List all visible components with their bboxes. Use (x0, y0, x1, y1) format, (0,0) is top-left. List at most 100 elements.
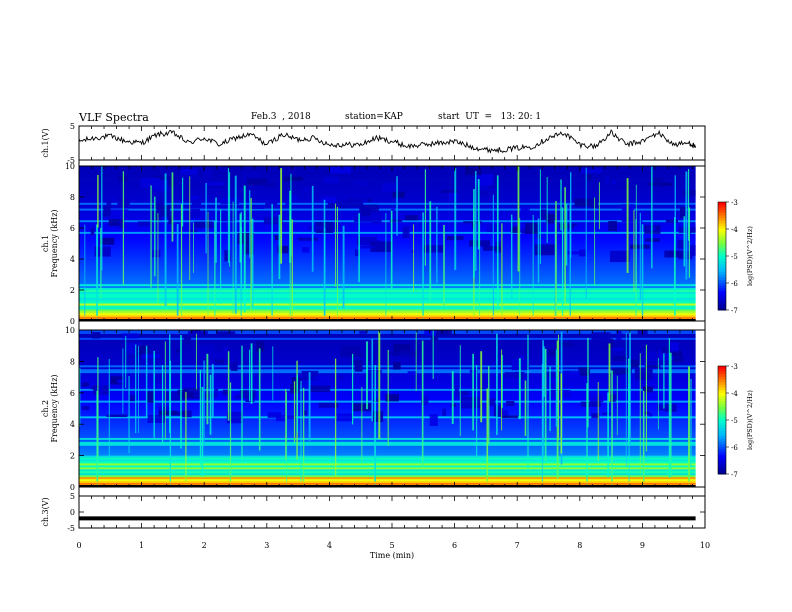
ch1-band (79, 171, 696, 175)
ch1-sferic-streak (633, 210, 635, 292)
ch1-noise-block (323, 176, 340, 184)
ch1-sferic-streak (122, 171, 125, 285)
ch2-band (79, 355, 696, 358)
ch2-sferic-streak (145, 345, 148, 418)
ch2-sferic-streak (459, 345, 461, 437)
ch1-noise-block (172, 189, 183, 195)
ch2-noise-block (96, 354, 104, 366)
y-tick-label: 6 (70, 224, 75, 233)
ch1-noise-block (589, 197, 599, 208)
ch2-band (79, 473, 696, 476)
ch2-noise-block (222, 389, 229, 396)
ch1-noise-block (103, 205, 111, 217)
ch2-sferic-streak (387, 349, 389, 446)
y-tick-label: 2 (70, 452, 75, 461)
ch1-band (79, 253, 696, 256)
ch2-band (79, 447, 696, 451)
ch1-sferic-streak (291, 219, 293, 321)
ch1-colorbar-step (718, 280, 726, 284)
ch2-colorbar-step (718, 398, 726, 402)
ch1-noise-block (137, 221, 151, 227)
ch2-band (79, 430, 696, 433)
ch1-colorbar-tick-label: -7 (731, 307, 738, 315)
ch1-noise-block (360, 208, 372, 221)
ch1-sferic-streak (84, 224, 86, 321)
ch2-noise-block (383, 340, 389, 351)
ch1-noise-block (190, 208, 201, 218)
ch2-band (79, 363, 696, 366)
ch2-sferic-streak (203, 360, 205, 445)
ch2-colorbar-step (718, 436, 726, 440)
ch2-sferic-streak (451, 371, 454, 424)
ch1-sferic-streak (154, 196, 156, 277)
ch1-sferic-streak (501, 223, 503, 321)
ch1-sferic-streak (560, 179, 562, 231)
ch1-sferic-streak (181, 177, 184, 227)
ch2-noise-block (155, 373, 163, 384)
ch2-noise-block (171, 411, 186, 416)
ch1-noise-block (360, 245, 375, 249)
ch2-band (79, 459, 696, 462)
ch2-colorbar-step (718, 471, 726, 475)
ch1-noise-block (357, 193, 378, 198)
ch1-noise-block (608, 220, 618, 231)
ch2-noise-block (601, 412, 612, 416)
ch1-band (79, 181, 696, 184)
y-axis-label: Frequency (kHz) (50, 209, 59, 277)
ch2-colorbar-step (718, 463, 726, 467)
ch1-noise-block (525, 222, 539, 234)
ch2-band (79, 412, 696, 415)
ch2-noise-block (110, 376, 123, 385)
ch1-band (79, 177, 696, 180)
ch2-noise-block (578, 367, 590, 377)
ch2-noise-block (500, 415, 518, 419)
station-name: station=KAP (345, 112, 403, 122)
ch1-noise-block (621, 216, 643, 223)
ch2-noise-block (291, 377, 301, 385)
ch2-band (79, 375, 696, 378)
ch1-colorbar-step (718, 291, 726, 295)
ch2-noise-block (222, 347, 229, 359)
ch1-noise-block (567, 251, 580, 255)
ch2-sferic-streak (108, 358, 110, 459)
ch2-band (79, 357, 696, 360)
ch2-band (79, 479, 696, 482)
ch2-colorbar-step (718, 438, 726, 443)
ch1-band (79, 210, 696, 213)
ch2-sferic-streak (293, 381, 296, 443)
ch2-band (79, 453, 696, 456)
ch1-sferic-streak (239, 213, 242, 263)
ch2-noise-block (616, 330, 622, 341)
ch1-band (79, 229, 696, 233)
ch1-band (79, 218, 696, 221)
ch2-noise-block (589, 395, 604, 403)
ch1-colorbar-tick-label: -6 (731, 280, 738, 288)
ch1-noise-block (262, 182, 276, 188)
ch1-noise-block (416, 168, 430, 175)
ch2-band (79, 443, 696, 447)
ch1-band (79, 167, 696, 171)
ch2-band (79, 463, 696, 466)
ch1-noise-block (612, 180, 616, 184)
ch2-sferic-streak (97, 357, 99, 457)
ch1-sferic-streak (639, 212, 641, 300)
ch2-colorbar-tick-label: -3 (731, 363, 738, 371)
ch1-noise-block (665, 219, 678, 223)
ch2-noise-block (601, 338, 608, 351)
ch2-band (79, 402, 696, 405)
ch2-noise-block (393, 343, 411, 356)
ch2-noise-block (422, 345, 428, 349)
ch2-noise-block (548, 349, 559, 357)
ch1-noise-block (99, 237, 115, 245)
x-tick-label: 8 (577, 541, 582, 550)
ch2-band (79, 371, 696, 374)
ch1-colorbar-step (718, 277, 726, 281)
y-tick-label: 4 (70, 420, 75, 429)
ch1-colorbar-step (718, 261, 726, 265)
ch2-noise-block (372, 411, 384, 423)
ch1-sferic-streak (311, 185, 314, 272)
ch1-noise-block (662, 183, 672, 186)
ch2-sferic-streak (241, 345, 243, 461)
ch2-sferic-streak (199, 369, 202, 466)
ch1-band (79, 264, 696, 268)
